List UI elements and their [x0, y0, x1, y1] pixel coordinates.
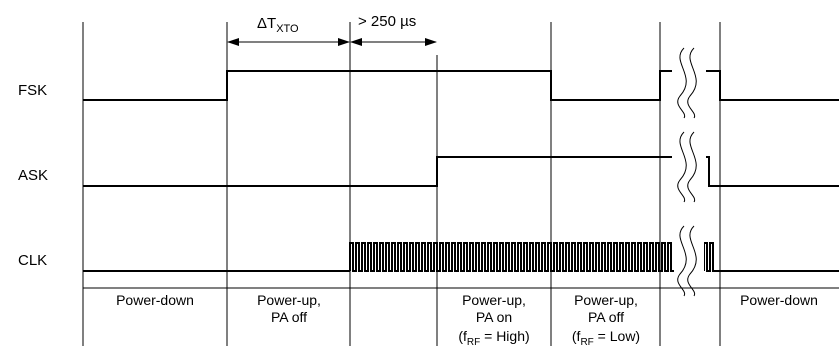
clk-waveform: [83, 242, 839, 272]
fsk-waveform: [83, 70, 839, 101]
phase-4-line1: Power-up,: [574, 292, 638, 308]
ask-break-mark: [672, 131, 706, 203]
clk-break-mark: [674, 225, 704, 297]
delay-label: > 250 µs: [358, 13, 416, 30]
fsk-label: FSK: [18, 82, 47, 99]
phase-5-line1: Power-down: [740, 292, 818, 308]
phase-2-line1: Power-up,: [257, 292, 321, 308]
phase-2-line2: PA off: [271, 309, 307, 325]
phase-1-line1: Power-down: [116, 292, 194, 308]
timing-annotations: ΔTXTO > 250 µs: [227, 13, 437, 46]
phase-4-line2: PA off: [588, 309, 624, 325]
phase-3-line1: Power-up,: [462, 292, 526, 308]
phase-labels: Power-down Power-up, PA off Power-up, PA…: [116, 292, 818, 348]
phase-3-line2: PA on: [476, 309, 512, 325]
break-marks: [672, 47, 706, 297]
phase-3-line3: (fRF = High): [458, 328, 529, 348]
phase-4-line3: (fRF = Low): [572, 328, 640, 348]
xto-label: ΔTXTO: [257, 15, 299, 35]
clk-label: CLK: [18, 252, 47, 269]
ask-label: ASK: [18, 167, 48, 184]
ask-waveform: [83, 156, 839, 187]
fsk-break-mark: [672, 47, 706, 119]
